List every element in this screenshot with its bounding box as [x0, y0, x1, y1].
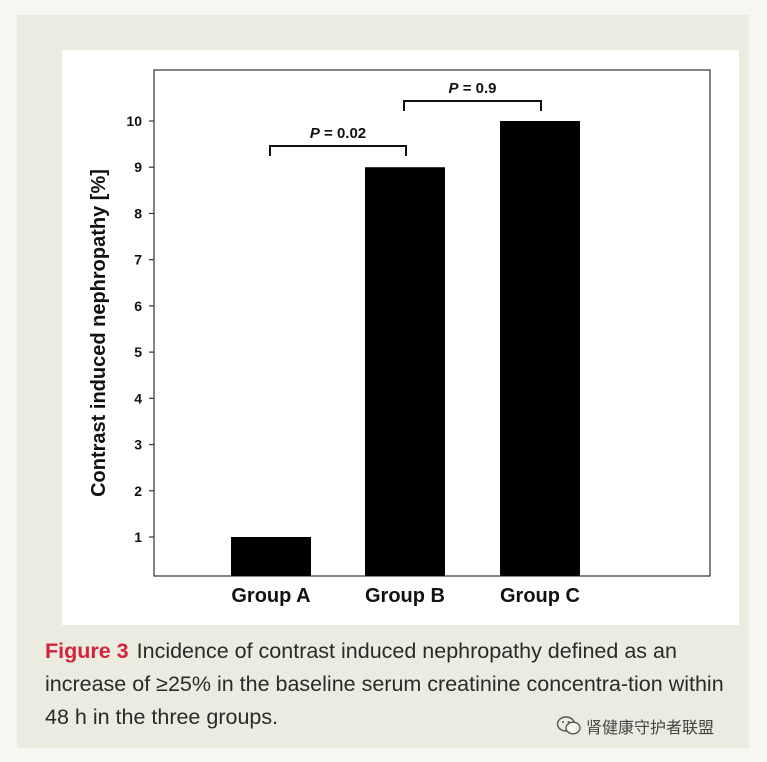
- bar: [231, 537, 311, 576]
- x-category-label: Group A: [231, 585, 310, 607]
- p-value-label: P = 0.02: [310, 125, 366, 142]
- y-tick-label: 1: [134, 529, 142, 545]
- p-value-label: P = 0.9: [449, 80, 497, 97]
- y-tick-label: 8: [134, 205, 142, 221]
- y-tick-label: 6: [134, 298, 142, 314]
- chart-area: 1 2 3 4 5 6 7 8 9 10 Contrast induced nephropathy …: [62, 50, 739, 625]
- y-tick-label: 10: [126, 113, 142, 129]
- y-axis-label: Contrast induced nephropathy [%]: [88, 169, 110, 497]
- significance-bracket: [403, 100, 542, 111]
- figure-panel: 1 2 3 4 5 6 7 8 9 10 Contrast induced nephropathy …: [17, 15, 749, 748]
- caption-text: Incidence of contrast induced nephropath…: [45, 639, 724, 729]
- x-category-label: Group B: [365, 585, 445, 607]
- x-category-label: Group C: [500, 585, 580, 607]
- figure-caption: Figure 3 Incidence of contrast induced ne…: [45, 635, 735, 734]
- y-tick-label: 5: [134, 344, 142, 360]
- y-tick-label: 9: [134, 159, 142, 175]
- y-tick-label: 4: [134, 390, 142, 406]
- watermark-text: 肾健康守护者联盟: [586, 718, 715, 737]
- bar-chart: 1 2 3 4 5 6 7 8 9 10 Contrast induced nephropathy …: [88, 69, 711, 607]
- watermark: 肾健康守护者联盟: [556, 712, 714, 740]
- y-tick-label: 7: [134, 252, 142, 268]
- figure-label: Figure 3: [45, 639, 129, 663]
- bar: [365, 167, 445, 576]
- wechat-icon: [556, 716, 581, 735]
- y-tick-label: 2: [134, 483, 142, 499]
- y-tick-label: 3: [134, 437, 142, 453]
- bar: [500, 121, 580, 576]
- significance-bracket: [269, 145, 407, 156]
